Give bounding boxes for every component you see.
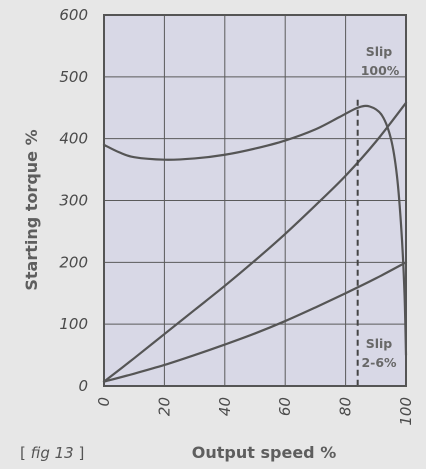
x-tick-label: 40 bbox=[216, 397, 234, 416]
slip-low-label-line2: 2-6% bbox=[361, 355, 397, 370]
x-tick-label: 80 bbox=[337, 397, 355, 416]
x-tick-label: 0 bbox=[95, 397, 113, 407]
series-line-2 bbox=[102, 261, 408, 383]
figure-label-close: ] bbox=[74, 444, 85, 462]
series-lines bbox=[102, 101, 408, 383]
x-tick-label: 60 bbox=[276, 397, 294, 416]
y-tick-label: 600 bbox=[59, 6, 88, 24]
x-tick-label: 100 bbox=[397, 397, 415, 426]
grid-lines bbox=[104, 15, 406, 386]
series-line-1 bbox=[102, 101, 408, 383]
figure-label-open: [ bbox=[20, 444, 31, 462]
slip-high-label-line1: Slip bbox=[366, 44, 393, 59]
y-tick-label: 200 bbox=[59, 253, 88, 271]
y-tick-labels: 0 100 200 300 400 500 600 bbox=[59, 6, 88, 395]
slip-high-label-line2: 100% bbox=[361, 63, 400, 78]
slip-low-label-line1: Slip bbox=[366, 336, 393, 351]
y-tick-label: 0 bbox=[78, 377, 88, 395]
y-tick-label: 400 bbox=[59, 130, 88, 148]
y-tick-label: 500 bbox=[59, 68, 88, 86]
y-tick-label: 300 bbox=[59, 192, 88, 210]
plot-border bbox=[103, 14, 407, 387]
x-axis-label: Output speed % bbox=[192, 443, 336, 462]
y-tick-label: 100 bbox=[59, 315, 88, 333]
x-tick-labels: 0 20 40 60 80 100 bbox=[95, 397, 415, 426]
figure-label-text: fig 13 bbox=[31, 444, 74, 462]
x-tick-label: 20 bbox=[155, 397, 173, 416]
y-axis-label: Starting torque % bbox=[22, 129, 41, 290]
figure-label: [ fig 13 ] bbox=[20, 444, 84, 462]
series-line-0 bbox=[102, 104, 408, 357]
